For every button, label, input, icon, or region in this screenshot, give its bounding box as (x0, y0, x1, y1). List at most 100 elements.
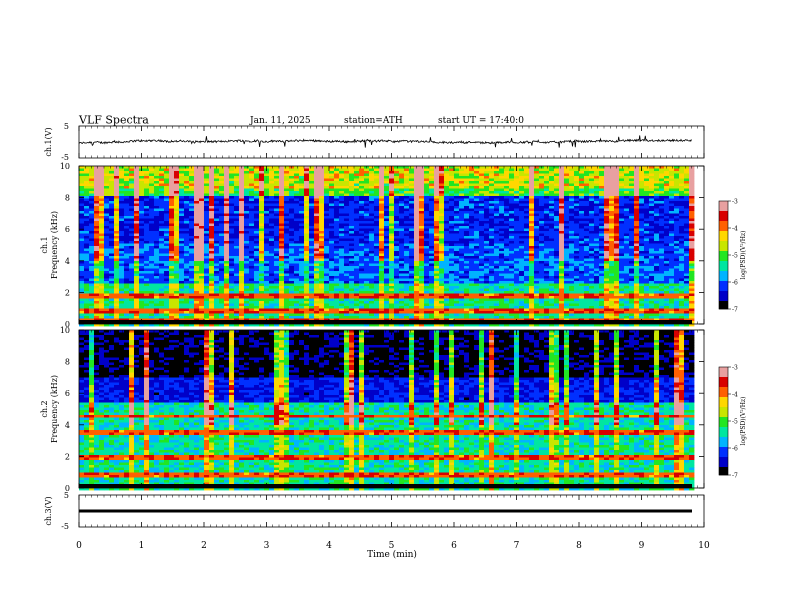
spectrogram-cell (669, 261, 675, 264)
spectrogram-cell (374, 176, 380, 179)
spectrogram-cell (144, 168, 150, 172)
spectrogram-cell (474, 166, 480, 169)
spectrogram-cell (124, 236, 130, 239)
spectrogram-cell (449, 213, 455, 217)
spectrogram-cell (499, 221, 505, 224)
spectrogram-cell (129, 191, 135, 194)
spectrogram-cell (269, 178, 275, 182)
spectrogram-cell (659, 253, 665, 257)
spectrogram-cell (94, 223, 100, 227)
spectrogram-cell (489, 196, 495, 199)
spectrogram-cell (454, 203, 460, 207)
spectrogram-cell (79, 206, 85, 209)
spectrogram-cell (259, 243, 265, 247)
spectrogram-cell (149, 266, 155, 269)
spectrogram-cell (659, 173, 665, 177)
spectrogram-cell (279, 206, 285, 209)
spectrogram-cell (579, 251, 585, 254)
spectrogram-cell (674, 221, 680, 224)
spectrogram-cell (609, 248, 615, 252)
spectrogram-cell (674, 181, 680, 184)
spectrogram-cell (244, 186, 250, 189)
spectrogram-cell (324, 263, 330, 267)
spectrogram-cell (134, 196, 140, 199)
spectrogram-cell (199, 246, 205, 249)
spectrogram-cell (224, 233, 230, 237)
spectrogram-cell (464, 216, 470, 219)
spectrogram-cell (374, 261, 380, 264)
spectrogram-cell (439, 251, 445, 254)
spectrogram-cell (204, 171, 210, 174)
spectrogram-cell (349, 256, 355, 259)
spectrogram-cell (144, 223, 150, 227)
spectrogram-cell (389, 236, 395, 239)
spectrogram-cell (599, 246, 605, 249)
spectrogram-cell (319, 176, 325, 179)
spectrogram-cell (679, 216, 685, 219)
spectrogram-cell (404, 258, 410, 262)
spectrogram-cell (479, 228, 485, 232)
spectrogram-cell (449, 171, 455, 174)
spectrogram-cell (554, 213, 560, 217)
spectrogram-cell (234, 166, 240, 169)
spectrogram-cell (309, 218, 315, 222)
spectrogram-cell (149, 233, 155, 237)
spectrogram-cell (684, 216, 690, 219)
spectrogram-cell (654, 258, 660, 262)
spectrogram-cell (534, 236, 540, 239)
spectrogram-cell (379, 196, 385, 199)
spectrogram-cell (449, 251, 455, 254)
spectrogram-cell (154, 223, 160, 227)
spectrogram-cell (604, 248, 610, 252)
spectrogram-cell (239, 201, 245, 204)
spectrogram-cell (324, 223, 330, 227)
spectrogram-cell (234, 243, 240, 247)
spectrogram-cell (484, 261, 490, 264)
spectrogram-cell (194, 196, 200, 199)
spectrogram-cell (564, 261, 570, 264)
spectrogram-cell (369, 216, 375, 219)
spectrogram-cell (589, 213, 595, 217)
spectrogram-cell (574, 193, 580, 197)
spectrogram-cell (519, 246, 525, 249)
spectrogram-cell (309, 223, 315, 227)
spectrogram-cell (384, 213, 390, 217)
spectrogram-cell (394, 191, 400, 194)
spectrogram-cell (174, 168, 180, 172)
spectrogram-cell (654, 241, 660, 244)
spectrogram-cell (359, 228, 365, 232)
spectrogram-cell (379, 186, 385, 189)
spectrogram-cell (559, 236, 565, 239)
spectrogram-cell (399, 263, 405, 267)
spectrogram-cell (624, 236, 630, 239)
spectrogram-cell (649, 243, 655, 247)
spectrogram-cell (299, 226, 305, 229)
spectrogram-cell (239, 226, 245, 229)
spectrogram-cell (434, 171, 440, 174)
spectrogram-cell (269, 181, 275, 184)
spectrogram-cell (339, 201, 345, 204)
spectrogram-cell (454, 188, 460, 192)
spectrogram-cell (619, 206, 625, 209)
spectrogram-cell (334, 208, 340, 212)
spectrogram-cell (314, 208, 320, 212)
spectrogram-cell (594, 178, 600, 182)
spectrogram-cell (239, 211, 245, 214)
spectrogram-cell (129, 258, 135, 262)
spectrogram-cell (84, 211, 90, 214)
spectrogram-cell (324, 183, 330, 187)
spectrogram-cell (104, 233, 110, 237)
spectrogram-cell (384, 218, 390, 222)
spectrogram-cell (264, 191, 270, 194)
spectrogram-cell (349, 238, 355, 242)
spectrogram-cell (319, 168, 325, 172)
spectrogram-cell (149, 226, 155, 229)
spectrogram-cell (664, 231, 670, 234)
spectrogram-cell (609, 183, 615, 187)
spectrogram-cell (554, 193, 560, 197)
spectrogram-cell (194, 216, 200, 219)
spectrogram-cell (239, 256, 245, 259)
spectrogram-cell (209, 263, 215, 267)
spectrogram-cell (374, 256, 380, 259)
spectrogram-cell (329, 221, 335, 224)
